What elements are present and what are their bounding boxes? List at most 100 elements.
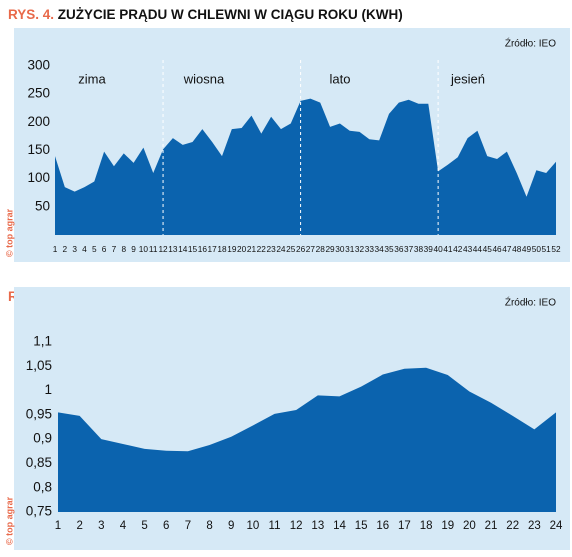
x-tick-label: 8 [121, 244, 126, 254]
x-tick-label: 3 [72, 244, 77, 254]
x-tick-label: 4 [82, 244, 87, 254]
y-tick-label: 1,1 [33, 334, 52, 349]
x-tick-label: 19 [441, 520, 454, 532]
x-tick-label: 33 [365, 244, 375, 254]
x-tick-label: 42 [453, 244, 463, 254]
y-tick-label: 250 [27, 86, 50, 101]
x-tick-label: 6 [163, 520, 169, 532]
x-tick-label: 31 [345, 244, 355, 254]
x-tick-label: 18 [420, 520, 433, 532]
x-tick-label: 15 [188, 244, 198, 254]
chart-title: RYS. 4. ZUŻYCIE PRĄDU W CHLEWNI W CIĄGU … [8, 7, 403, 22]
season-label: lato [330, 71, 351, 86]
x-tick-label: 9 [228, 520, 234, 532]
x-tick-label: 21 [485, 520, 498, 532]
x-tick-label: 26 [296, 244, 306, 254]
x-tick-label: 48 [512, 244, 522, 254]
x-tick-label: 6 [102, 244, 107, 254]
x-tick-label: 32 [355, 244, 365, 254]
x-tick-label: 23 [267, 244, 277, 254]
x-tick-label: 39 [424, 244, 434, 254]
x-tick-label: 29 [325, 244, 335, 254]
x-tick-label: 34 [375, 244, 385, 254]
x-tick-label: 46 [492, 244, 502, 254]
x-tick-label: 8 [206, 520, 212, 532]
watermark: © top agrar [4, 496, 14, 545]
x-tick-label: 18 [217, 244, 227, 254]
x-tick-label: 11 [269, 520, 281, 532]
source: Źródło: IEO [505, 296, 556, 309]
x-tick-label: 17 [398, 520, 411, 532]
x-tick-label: 43 [463, 244, 473, 254]
x-tick-label: 47 [502, 244, 512, 254]
x-tick-label: 11 [149, 244, 158, 254]
x-tick-label: 9 [131, 244, 136, 254]
x-tick-label: 16 [198, 244, 208, 254]
x-tick-label: 16 [376, 520, 389, 532]
x-tick-label: 15 [355, 520, 368, 532]
x-tick-label: 10 [139, 244, 149, 254]
x-tick-label: 20 [237, 244, 247, 254]
y-tick-label: 0,8 [33, 479, 52, 494]
x-tick-label: 51 [542, 244, 552, 254]
y-tick-label: 50 [35, 198, 50, 213]
x-tick-label: 37 [404, 244, 414, 254]
x-tick-label: 35 [384, 244, 394, 254]
title-prefix: RYS. 4. [8, 7, 54, 22]
x-tick-label: 28 [316, 244, 326, 254]
season-label: jesień [450, 71, 485, 86]
x-tick-label: 52 [551, 244, 561, 254]
x-tick-label: 1 [53, 244, 58, 254]
x-tick-label: 19 [227, 244, 237, 254]
x-tick-label: 36 [394, 244, 404, 254]
source: Źródło: IEO [505, 37, 556, 50]
x-tick-label: 7 [185, 520, 191, 532]
x-tick-label: 5 [141, 520, 147, 532]
x-tick-label: 21 [247, 244, 257, 254]
watermark: © top agrar [4, 208, 14, 257]
x-tick-label: 44 [473, 244, 483, 254]
y-tick-label: 300 [27, 58, 50, 73]
x-tick-label: 12 [290, 520, 303, 532]
title-text: ZUŻYCIE PRĄDU W CHLEWNI W CIĄGU ROKU (KW… [58, 7, 403, 22]
area [58, 367, 556, 512]
x-tick-label: 40 [434, 244, 444, 254]
x-tick-label: 41 [443, 244, 453, 254]
x-tick-label: 50 [532, 244, 542, 254]
x-tick-label: 25 [286, 244, 296, 254]
y-tick-label: 0,75 [26, 504, 52, 519]
y-tick-label: 1,05 [26, 358, 52, 373]
x-tick-label: 22 [257, 244, 267, 254]
season-label: zima [78, 71, 106, 86]
x-tick-label: 7 [112, 244, 117, 254]
x-tick-label: 45 [483, 244, 493, 254]
x-tick-label: 4 [120, 520, 127, 532]
x-tick-label: 13 [311, 520, 324, 532]
x-tick-label: 13 [168, 244, 178, 254]
x-tick-label: 2 [76, 520, 82, 532]
x-tick-label: 3 [98, 520, 104, 532]
x-tick-label: 30 [335, 244, 345, 254]
x-tick-label: 10 [246, 520, 259, 532]
x-tick-label: 14 [178, 244, 188, 254]
x-tick-label: 20 [463, 520, 476, 532]
y-tick-label: 0,85 [26, 455, 52, 470]
area [55, 98, 556, 235]
y-tick-label: 100 [27, 170, 50, 185]
y-tick-label: 200 [27, 114, 50, 129]
x-tick-label: 49 [522, 244, 532, 254]
x-tick-label: 14 [333, 520, 346, 532]
x-tick-label: 27 [306, 244, 316, 254]
y-tick-label: 0,95 [26, 406, 52, 421]
y-tick-label: 1 [44, 382, 52, 397]
x-tick-label: 17 [208, 244, 218, 254]
y-tick-label: 0,9 [33, 431, 52, 446]
x-tick-label: 1 [55, 520, 61, 532]
x-tick-label: 23 [528, 520, 541, 532]
x-tick-label: 24 [276, 244, 286, 254]
x-tick-label: 5 [92, 244, 97, 254]
x-tick-label: 22 [506, 520, 519, 532]
season-label: wiosna [183, 71, 225, 86]
y-tick-label: 150 [27, 142, 50, 157]
